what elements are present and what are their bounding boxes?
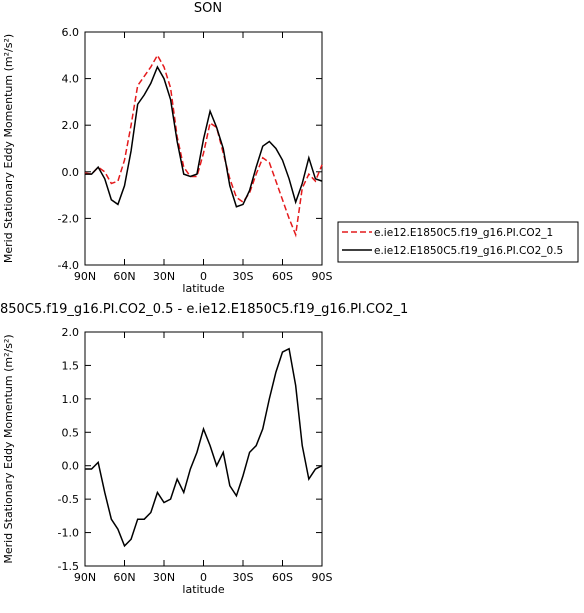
x-tick-label: 0 xyxy=(200,270,207,283)
y-tick-label: 1.5 xyxy=(62,359,80,372)
y-tick-label: 2.0 xyxy=(62,326,80,339)
x-tick-label: 60N xyxy=(113,571,135,584)
x-tick-label: 60S xyxy=(272,270,293,283)
legend-label: e.ie12.E1850C5.f19_g16.PI.CO2_0.5 xyxy=(374,245,563,257)
x-tick-label: 90S xyxy=(312,571,333,584)
plot-frame xyxy=(84,331,323,567)
x-tick-label: 90N xyxy=(74,270,96,283)
y-tick-label: -1.0 xyxy=(58,527,79,540)
legend-label: e.ie12.E1850C5.f19_g16.PI.CO2_1 xyxy=(374,227,553,239)
y-tick-label: -4.0 xyxy=(58,259,79,272)
x-tick-label: 60N xyxy=(113,270,135,283)
x-tick-label: 90S xyxy=(312,270,333,283)
x-axis-label: latitude xyxy=(182,282,224,295)
y-tick-label: 6.0 xyxy=(62,26,80,39)
legend-box xyxy=(337,221,579,263)
y-tick-label: 2.0 xyxy=(62,119,80,132)
x-axis-label: latitude xyxy=(182,583,224,596)
y-axis-label: Merid Stationary Eddy Momentum (m²/s²) xyxy=(2,334,15,563)
x-tick-label: 0 xyxy=(200,571,207,584)
y-tick-label: 0.0 xyxy=(62,166,80,179)
x-tick-label: 60S xyxy=(272,571,293,584)
x-tick-label: 30S xyxy=(233,571,254,584)
y-tick-label: 0.0 xyxy=(62,460,80,473)
y-tick-label: 0.5 xyxy=(62,426,80,439)
y-tick-label: -0.5 xyxy=(58,493,79,506)
chart-title: 850C5.f19_g16.PI.CO2_0.5 - e.ie12.E1850C… xyxy=(0,302,408,317)
y-axis-label: Merid Stationary Eddy Momentum (m²/s²) xyxy=(2,34,15,263)
series-line xyxy=(84,53,323,238)
plot-frame xyxy=(84,31,323,266)
series-line xyxy=(85,65,323,208)
x-tick-label: 30N xyxy=(153,270,175,283)
y-tick-label: -1.5 xyxy=(58,560,79,573)
x-tick-label: 90N xyxy=(74,571,96,584)
chart-title: SON xyxy=(194,1,222,16)
y-tick-label: -2.0 xyxy=(58,212,79,225)
y-tick-label: 1.0 xyxy=(62,393,80,406)
x-tick-label: 30N xyxy=(153,571,175,584)
x-tick-label: 30S xyxy=(233,270,254,283)
series-line xyxy=(85,347,323,548)
y-tick-label: 4.0 xyxy=(62,73,80,86)
